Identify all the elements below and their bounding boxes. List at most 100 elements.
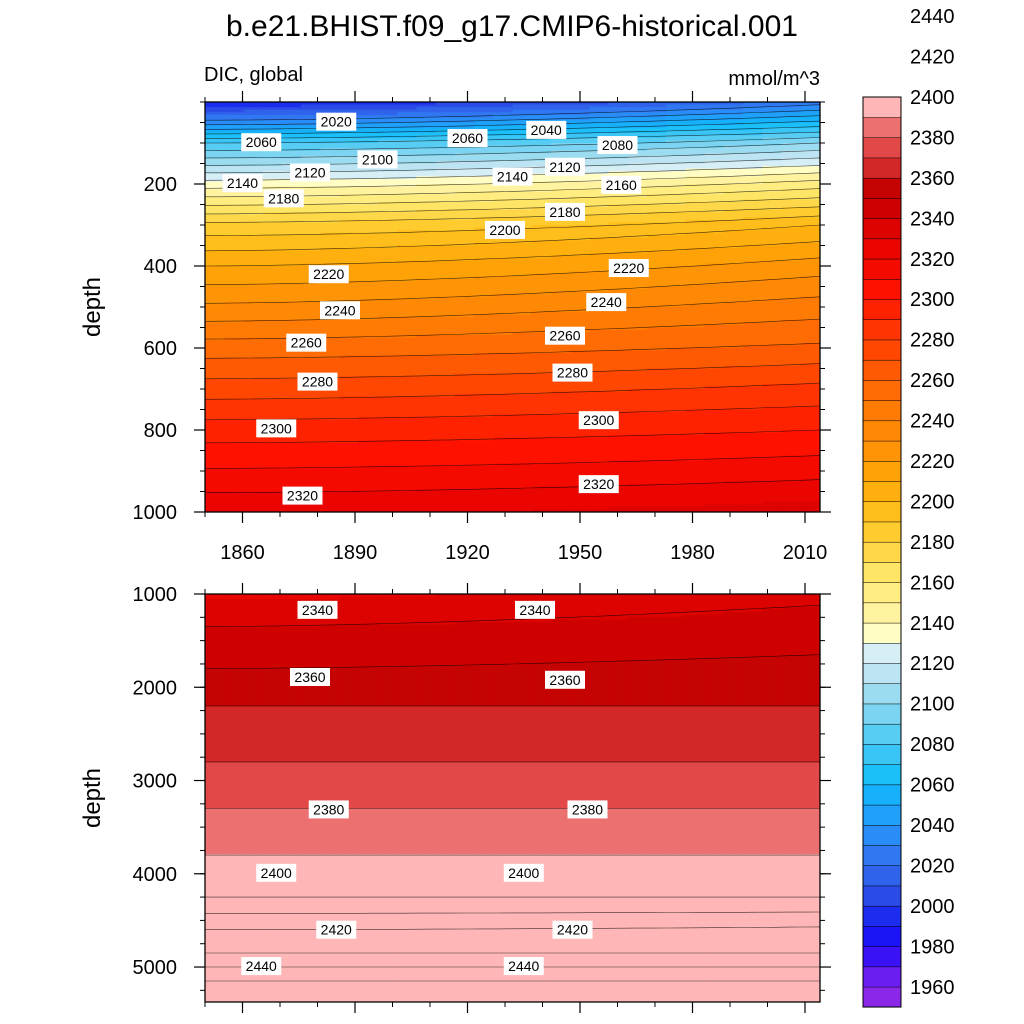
field-cell: [397, 355, 418, 377]
field-cell: [781, 207, 802, 218]
field-cell: [281, 127, 302, 134]
field-cell: [627, 163, 648, 172]
contour-label: 2380: [572, 801, 603, 817]
field-cell: [435, 194, 456, 203]
field-cell: [743, 386, 763, 411]
field-cell: [589, 107, 610, 113]
field-cell: [723, 432, 744, 459]
field-cell: [723, 184, 744, 193]
field-cell: [397, 212, 418, 221]
field-cell: [704, 614, 725, 659]
field-cell: [570, 240, 590, 257]
field-cell: [570, 104, 590, 111]
field-cell: [416, 624, 437, 666]
field-cell: [704, 194, 725, 203]
field-cell: [493, 184, 514, 193]
contour-line: [205, 104, 820, 121]
field-cell: [358, 204, 379, 213]
field-cell: [301, 125, 321, 129]
field-cell: [531, 258, 552, 275]
field-cell: [743, 176, 763, 185]
field-cell: [531, 199, 552, 208]
field-cell: [512, 109, 533, 116]
field-cell: [589, 271, 610, 293]
field-cell: [647, 194, 667, 206]
colorbar-swatch: [862, 885, 902, 907]
field-cell: [301, 178, 321, 188]
x-tick-label: 1920: [445, 542, 490, 564]
field-cell: [666, 460, 687, 485]
field-cell: [704, 135, 725, 142]
contour-label: 2160: [606, 177, 637, 193]
field-cell: [723, 409, 744, 434]
field-cell: [320, 109, 341, 116]
field-cell: [339, 186, 360, 195]
field-cell: [454, 296, 475, 318]
field-cell: [762, 345, 783, 367]
field-cell: [358, 594, 379, 598]
field-cell: [435, 148, 456, 157]
field-cell: [550, 114, 571, 121]
colorbar-swatch: [862, 238, 902, 260]
field-cell: [531, 509, 552, 512]
field-cell: [493, 114, 514, 121]
field-cell: [320, 212, 341, 224]
contour-label-box: [282, 486, 323, 505]
field-cell: [531, 808, 552, 855]
field-cell: [762, 657, 783, 707]
field-cell: [550, 808, 571, 855]
field-cell: [205, 204, 225, 216]
field-cell: [550, 291, 571, 313]
field-cell: [723, 168, 744, 177]
field-cell: [416, 171, 437, 177]
field-cell: [627, 706, 648, 763]
field-cell: [666, 222, 687, 236]
field-cell: [723, 109, 744, 116]
field-cell: [531, 191, 552, 200]
field-cell: [205, 125, 225, 131]
field-cell: [570, 619, 590, 664]
field-cell: [205, 222, 225, 236]
field-cell: [493, 112, 514, 116]
field-cell: [647, 483, 667, 508]
field-cell: [781, 158, 802, 167]
field-cell: [281, 283, 302, 303]
field-cell: [397, 281, 418, 300]
field-cell: [224, 468, 245, 493]
colorbar-label: 2100: [910, 694, 955, 716]
field-cell: [397, 260, 418, 282]
field-cell: [512, 104, 533, 111]
field-cell: [339, 706, 360, 763]
field-cell: [358, 491, 379, 512]
field-cell: [685, 201, 706, 213]
field-cell: [685, 506, 706, 512]
field-cell: [608, 619, 629, 664]
field-cell: [358, 132, 379, 139]
y-tick-label: 800: [144, 420, 177, 442]
field-cell: [474, 706, 494, 763]
contour-label: 2340: [302, 602, 333, 618]
field-cell: [262, 337, 283, 359]
field-cell: [377, 127, 398, 134]
contour-line: [205, 241, 820, 267]
field-cell: [416, 317, 437, 336]
field-cell: [570, 762, 590, 809]
field-cell: [531, 145, 552, 154]
field-cell: [723, 324, 744, 349]
field-cell: [666, 435, 687, 462]
field-cell: [589, 253, 610, 272]
field-cell: [685, 135, 706, 142]
field-cell: [743, 209, 763, 218]
field-cell: [301, 706, 321, 763]
field-cell: [723, 248, 744, 265]
field-cell: [627, 289, 648, 308]
contour-label-box: [503, 863, 544, 882]
field-cell: [397, 102, 418, 106]
field-cell: [474, 335, 494, 354]
field-cell: [262, 319, 283, 339]
field-cell: [224, 250, 245, 267]
field-cell: [550, 137, 571, 144]
field-cell: [435, 417, 456, 441]
field-cell: [762, 322, 783, 347]
